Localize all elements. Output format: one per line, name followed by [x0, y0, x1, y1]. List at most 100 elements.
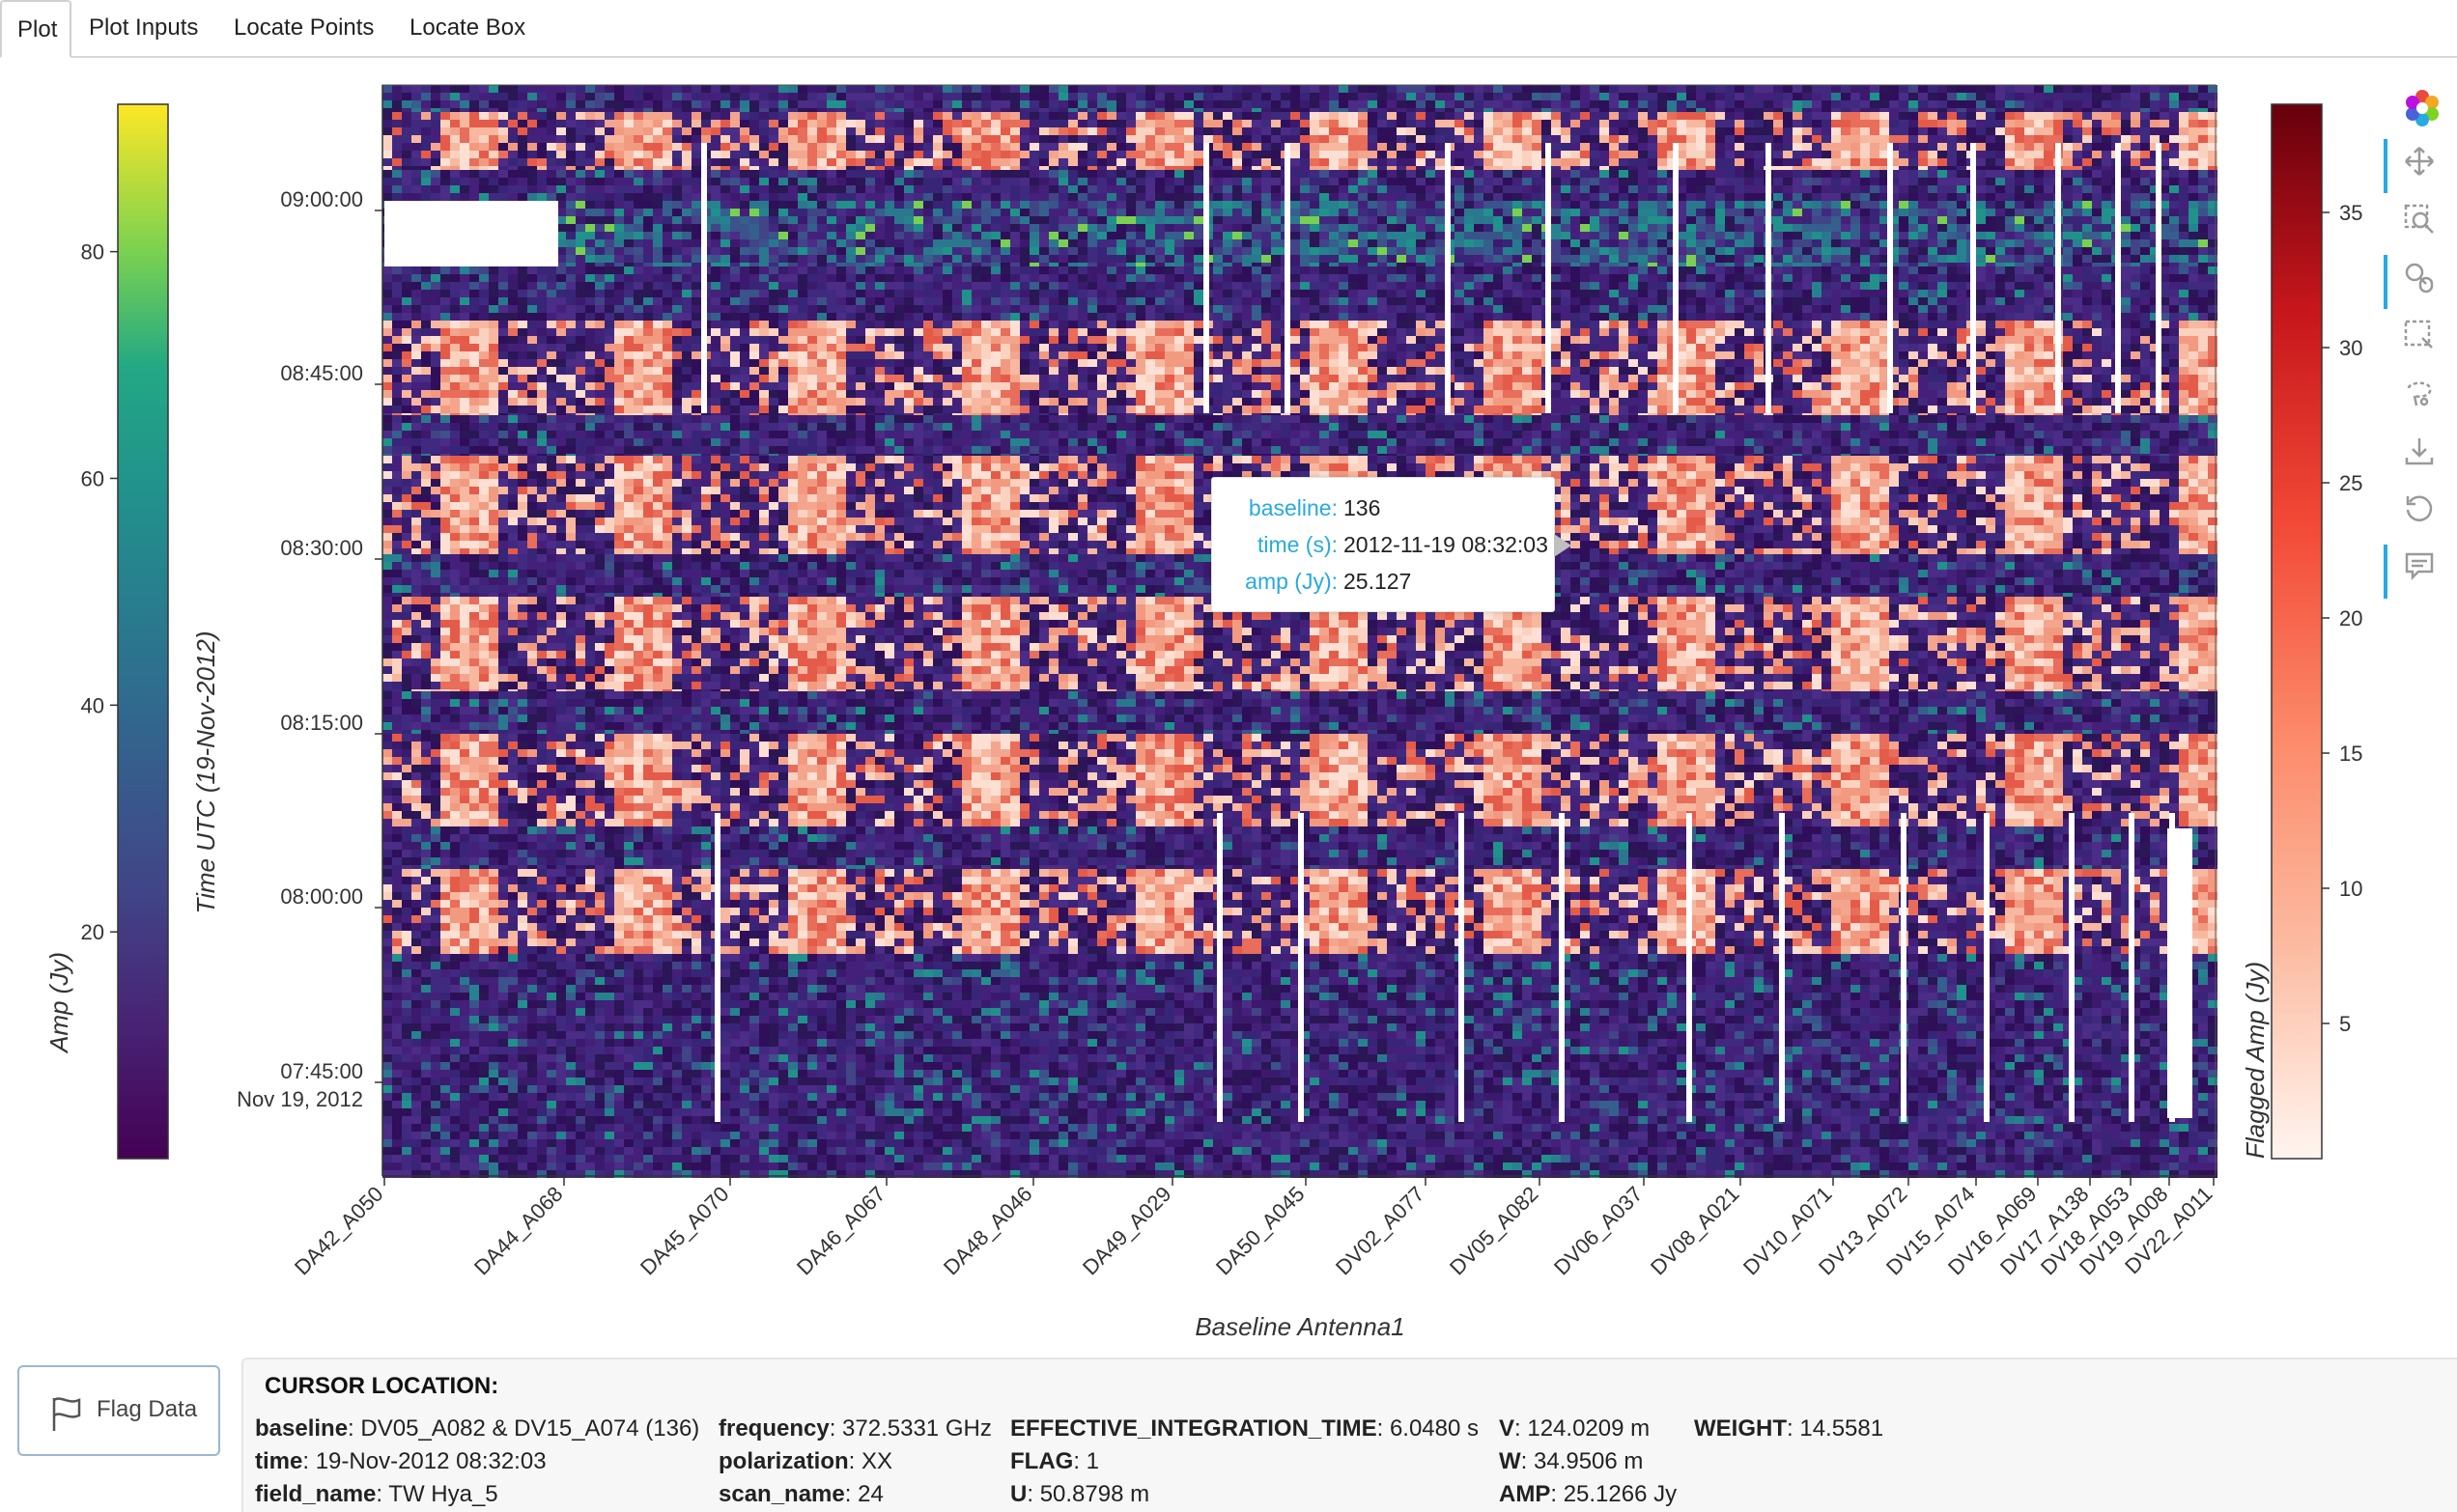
- heatmap-cell: [1706, 100, 1715, 108]
- heatmap-cell: [1908, 127, 1918, 135]
- heatmap-cell: [1242, 151, 1252, 158]
- heatmap-cell: [1937, 255, 1947, 263]
- heatmap-cell: [605, 100, 614, 108]
- heatmap-cell: [1551, 178, 1561, 185]
- heatmap-cell: [1570, 151, 1580, 158]
- heatmap-cell: [2160, 120, 2169, 127]
- heatmap-cell: [2131, 247, 2140, 255]
- heatmap-cell: [1638, 224, 1648, 232]
- heatmap-cell: [1850, 201, 1860, 209]
- tab-plot-inputs[interactable]: Plot Inputs: [73, 0, 213, 56]
- heatmap-cell: [759, 216, 769, 224]
- heatmap-cell: [1223, 170, 1232, 178]
- heatmap-cell: [1570, 120, 1580, 127]
- heatmap-cell: [1397, 193, 1406, 201]
- heatmap-cell: [1725, 216, 1735, 224]
- heatmap-cell: [1155, 193, 1165, 201]
- heatmap-cell: [1348, 232, 1358, 239]
- heatmap-cell: [1145, 224, 1155, 232]
- heatmap-cell: [1793, 224, 1802, 232]
- heatmap-cell: [856, 216, 865, 224]
- heatmap-cell: [1493, 158, 1503, 166]
- heatmap-cell: [1078, 112, 1087, 120]
- heatmap-cell: [798, 120, 807, 127]
- heatmap-cell: [1657, 247, 1667, 255]
- heatmap-cell: [1368, 93, 1377, 100]
- heatmap-cell: [1416, 247, 1426, 255]
- heatmap-cell: [1570, 193, 1580, 201]
- heatmap-cell: [489, 266, 498, 274]
- heatmap-cell: [2034, 93, 2044, 100]
- heatmap-cell: [1503, 224, 1512, 232]
- heatmap-cell: [1599, 193, 1609, 201]
- heatmap-cell: [1638, 239, 1648, 247]
- heatmap-cell: [788, 93, 798, 100]
- heatmap-cell: [1300, 224, 1310, 232]
- heatmap-cell: [1957, 112, 1966, 120]
- heatmap-cell: [1348, 100, 1358, 108]
- heatmap-cell: [1657, 209, 1667, 216]
- heatmap-cell: [1812, 201, 1822, 209]
- heatmap-cell: [1725, 158, 1735, 166]
- heatmap-cell: [595, 85, 605, 93]
- heatmap-cell: [1001, 151, 1010, 158]
- heatmap-cell: [1059, 239, 1068, 247]
- heatmap-cell: [720, 239, 730, 247]
- heatmap-cell: [827, 209, 836, 216]
- heatmap-cell: [1213, 185, 1223, 193]
- heatmap-cell: [1030, 100, 1039, 108]
- heatmap-cell: [634, 266, 643, 274]
- heatmap-cell: [962, 266, 972, 274]
- heatmap-cell: [663, 170, 672, 178]
- heatmap-cell: [1802, 85, 1812, 93]
- heatmap-cell: [479, 127, 489, 135]
- heatmap-cell: [1194, 193, 1203, 201]
- heatmap-cell: [807, 100, 817, 108]
- tab-plot[interactable]: Plot: [0, 0, 71, 58]
- heatmap-cell: [1387, 239, 1397, 247]
- heatmap-cell: [1281, 135, 1290, 143]
- heatmap-cell: [1657, 158, 1667, 166]
- heatmap-cell: [1454, 151, 1464, 158]
- heatmap-cell: [807, 232, 817, 239]
- heatmap-cell: [2189, 232, 2198, 239]
- heatmap-cell: [1059, 127, 1068, 135]
- heatmap-cell: [1290, 224, 1300, 232]
- heatmap-cell: [624, 209, 634, 216]
- heatmap-cell: [1483, 178, 1493, 185]
- heatmap-cell: [1986, 93, 1995, 100]
- heatmap-cell: [2179, 100, 2189, 108]
- tab-locate-points[interactable]: Locate Points: [218, 0, 389, 56]
- heatmap-cell: [1899, 224, 1908, 232]
- heatmap-cell: [1223, 247, 1232, 255]
- heatmap-cell: [1339, 112, 1348, 120]
- heatmap-cell: [682, 274, 692, 282]
- heatmap-cell: [1290, 143, 1300, 151]
- heatmap-cell: [1986, 239, 1995, 247]
- heatmap-cell: [1232, 247, 1242, 255]
- heatmap-cell: [1203, 100, 1213, 108]
- heatmap-cell: [537, 185, 547, 193]
- heatmap-cell: [952, 216, 962, 224]
- heatmap-cell: [1252, 209, 1261, 216]
- heatmap-cell: [1773, 112, 1783, 120]
- heatmap-cell: [749, 255, 759, 263]
- tab-locate-box[interactable]: Locate Box: [394, 0, 541, 56]
- heatmap-cell: [682, 224, 692, 232]
- heatmap-cell: [1030, 266, 1039, 274]
- heatmap-cell: [1995, 143, 2005, 151]
- heatmap-cell: [1464, 127, 1474, 135]
- heatmap-cell: [1493, 232, 1503, 239]
- heatmap-cell: [1165, 266, 1174, 274]
- heatmap-cell: [2092, 93, 2102, 100]
- heatmap-cell: [1165, 216, 1174, 224]
- heatmap-cells[interactable]: [382, 85, 2217, 1178]
- heatmap-cell: [1271, 143, 1281, 151]
- heatmap-cell: [1879, 135, 1889, 143]
- heatmap-cell: [798, 151, 807, 158]
- heatmap-cell: [1020, 185, 1030, 193]
- heatmap-cell: [2034, 100, 2044, 108]
- heatmap-cell: [1078, 151, 1087, 158]
- heatmap-cell: [1059, 143, 1068, 151]
